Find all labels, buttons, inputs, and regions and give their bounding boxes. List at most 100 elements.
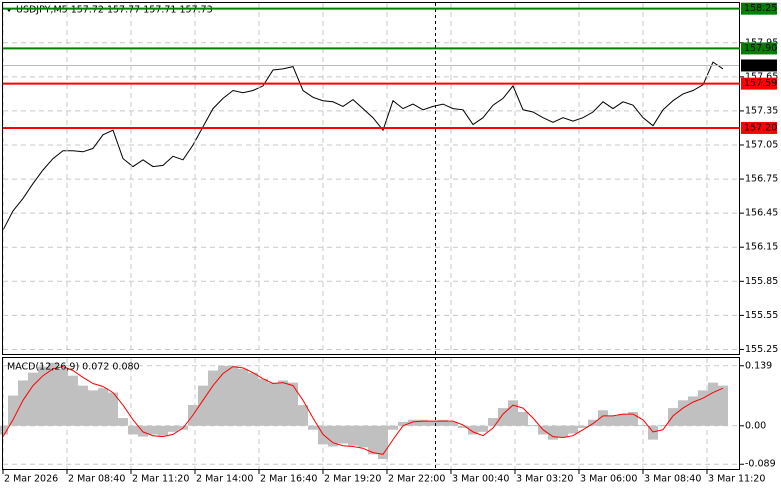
y-tick-label: 155.55 [745,310,778,321]
histogram-bar [158,425,168,436]
level-label: 157.90 [744,43,777,54]
histogram-bar [98,388,108,426]
histogram-bar [438,419,448,426]
x-tick-label: 2 Mar 19:20 [324,474,381,485]
histogram-bar [228,365,238,426]
histogram-bar [388,425,398,430]
histogram-bar [58,368,68,426]
histogram-bar [648,425,658,440]
level-label: 158.25 [744,3,777,14]
histogram-bar [28,372,38,426]
histogram-bar [218,365,228,426]
price-label: 157.75 [744,60,777,71]
histogram-bar [448,421,458,426]
histogram-bar [328,425,338,447]
histogram-bar [148,425,158,435]
y-tick-label: -0.089 [745,459,776,470]
histogram-bar [468,425,478,435]
histogram-bar [498,408,508,426]
histogram-bar [418,419,428,426]
y-tick-label: 0.139 [745,360,772,371]
histogram-bar [658,424,668,426]
histogram-bar [578,425,588,428]
histogram-bar [368,425,378,455]
histogram-bar [208,370,218,426]
histogram-bar [338,425,348,444]
y-tick-label: 0.00 [745,420,766,431]
x-tick-label: 2 Mar 14:00 [196,474,253,485]
histogram-bar [8,395,18,426]
histogram-bar [408,419,418,426]
main-frame [2,2,740,355]
histogram-bar [708,382,718,426]
x-tick-label: 3 Mar 11:20 [708,474,765,485]
y-tick-label: 155.85 [745,276,778,287]
y-tick-label: 155.25 [745,344,778,355]
y-tick-label: 157.35 [745,105,778,116]
histogram-bar [198,385,208,426]
y-tick-label: 157.65 [745,71,778,82]
x-tick-label: 3 Mar 00:40 [452,474,509,485]
histogram-bar [718,385,728,426]
level-tag [741,77,777,90]
histogram-bar [508,400,518,426]
histogram-bar [618,414,628,426]
histogram-bar [488,418,498,426]
histogram-bar [78,385,88,426]
histogram-bar [688,396,698,426]
histogram-bar [638,424,648,426]
level-label: 157.20 [744,122,777,133]
histogram-bar [0,425,8,435]
histogram-bar [118,418,128,426]
x-tick-label: 3 Mar 06:00 [580,474,637,485]
x-tick-label: 2 Mar 2026 [4,474,58,485]
level-tag [741,121,777,134]
histogram-bar [558,425,568,438]
x-tick-label: 3 Mar 03:20 [516,474,573,485]
histogram-bar [308,425,318,430]
y-tick-label: 156.45 [745,208,778,219]
histogram-bar [628,411,638,426]
histogram-bar [478,425,488,432]
macd-title: MACD(12,26,9) 0.072 0.080 [7,362,140,373]
histogram-bar [288,382,298,426]
histogram-bar [458,425,468,428]
x-tick-label: 2 Mar 16:40 [260,474,317,485]
histogram-bar [568,425,578,434]
macd-frame [2,357,740,470]
histogram-bar [258,378,268,426]
histogram-bar [88,390,98,426]
histogram-bar [358,425,368,448]
histogram-bar [598,410,608,426]
histogram-bar [298,405,308,426]
level-tag [741,2,777,15]
histogram-bar [278,380,288,426]
price-tag [741,59,777,72]
histogram-bar [398,421,408,426]
plot-layer [0,3,740,469]
y-tick-label: 156.75 [745,174,778,185]
histogram-bar [38,366,48,426]
histogram-bar [18,380,28,426]
histogram-bar [528,424,538,426]
chart-title: USDJPY,M5 157.72 157.77 157.71 157.73 [16,5,213,16]
x-tick-label: 3 Mar 08:40 [644,474,701,485]
histogram-bar [268,382,278,426]
price-line [2,61,724,231]
histogram-bar [248,372,258,426]
histogram-bar [428,421,438,426]
histogram-bar [678,400,688,426]
level-label: 157.59 [744,78,777,89]
x-tick-label: 2 Mar 08:40 [68,474,125,485]
histogram-bar [588,419,598,426]
histogram-bar [108,392,118,426]
histogram-bar [668,408,678,426]
histogram-bar [318,425,328,445]
level-tag [741,42,777,55]
histogram-bar [48,362,58,426]
x-tick-label: 2 Mar 11:20 [132,474,189,485]
histogram-bar [128,425,138,435]
histogram-bar [608,415,618,426]
